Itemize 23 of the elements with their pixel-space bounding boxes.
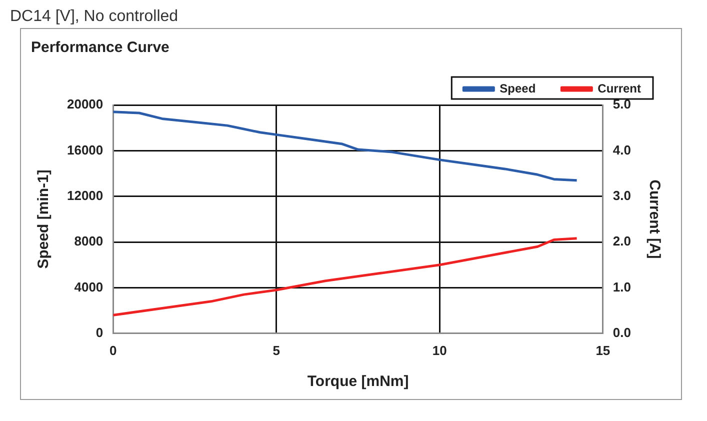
- x-tick-label: 5: [272, 342, 280, 358]
- x-tick-label: 15: [596, 342, 610, 358]
- y-axis-title: Speed [min-1]: [35, 170, 52, 269]
- y2-tick-label: 5.0: [612, 96, 632, 112]
- y2-axis-title: Current [A]: [646, 180, 663, 259]
- y2-tick-label: 2.0: [612, 234, 632, 249]
- x-tick-label: 10: [432, 342, 447, 358]
- y2-tick-label: 4.0: [612, 142, 632, 158]
- y2-tick-label: 3.0: [612, 188, 632, 203]
- y-tick-label: 12000: [66, 188, 104, 203]
- y-tick-label: 20000: [66, 96, 104, 112]
- x-tick-label: 0: [110, 342, 117, 358]
- y-tick-label: 0: [96, 324, 104, 340]
- legend-label: Current: [598, 81, 642, 96]
- y2-tick-label: 1.0: [612, 279, 632, 294]
- text: DC14 [V], No controlled: [10, 8, 180, 26]
- x-axis-title: Torque [mNm]: [307, 373, 409, 390]
- y-tick-label: 8000: [74, 234, 104, 249]
- legend-label: Speed: [500, 81, 536, 96]
- chart-title: Performance Curve: [31, 39, 170, 56]
- y2-tick-label: 0.0: [612, 324, 632, 340]
- y-tick-label: 4000: [74, 279, 104, 294]
- y-tick-label: 16000: [66, 142, 104, 158]
